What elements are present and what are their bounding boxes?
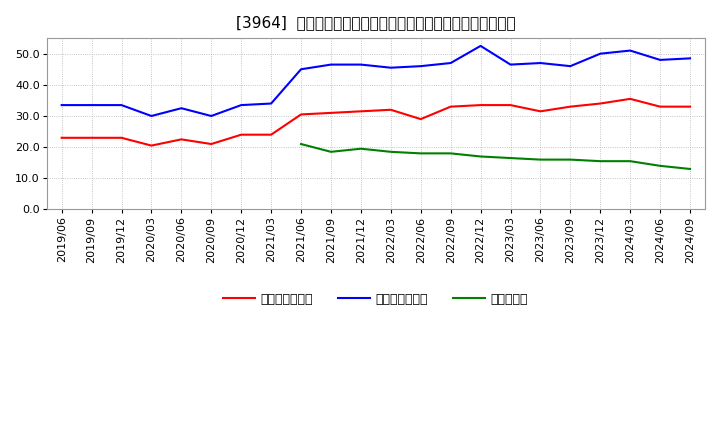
在庫回転率 [476, 154, 485, 159]
売上債権回転率 [356, 109, 365, 114]
売上債権回転率 [685, 104, 694, 109]
売上債権回転率 [446, 104, 455, 109]
買入債務回転率 [626, 48, 634, 53]
在庫回転率 [685, 166, 694, 172]
在庫回転率 [506, 155, 515, 161]
買入債務回転率 [58, 103, 66, 108]
売上債権回転率 [147, 143, 156, 148]
売上債権回転率 [416, 117, 425, 122]
売上債権回転率 [117, 135, 126, 140]
売上債権回転率 [656, 104, 665, 109]
Line: 売上債権回転率: 売上債権回転率 [62, 99, 690, 146]
売上債権回転率 [387, 107, 395, 112]
在庫回転率 [446, 151, 455, 156]
売上債権回転率 [476, 103, 485, 108]
在庫回転率 [327, 149, 336, 154]
買入債務回転率 [267, 101, 276, 106]
在庫回転率 [566, 157, 575, 162]
買入債務回転率 [117, 103, 126, 108]
Line: 買入債務回転率: 買入債務回転率 [62, 46, 690, 116]
買入債務回転率 [566, 63, 575, 69]
売上債権回転率 [207, 141, 215, 147]
Legend: 売上債権回転率, 買入債務回転率, 在庫回転率: 売上債権回転率, 買入債務回転率, 在庫回転率 [218, 288, 534, 311]
在庫回転率 [297, 141, 305, 147]
売上債権回転率 [566, 104, 575, 109]
売上債権回転率 [536, 109, 545, 114]
買入債務回転率 [327, 62, 336, 67]
買入債務回転率 [237, 103, 246, 108]
売上債権回転率 [58, 135, 66, 140]
買入債務回転率 [596, 51, 605, 56]
Title: [3964]  売上債権回転率、買入債務回転率、在庫回転率の推移: [3964] 売上債権回転率、買入債務回転率、在庫回転率の推移 [236, 15, 516, 30]
売上債権回転率 [87, 135, 96, 140]
在庫回転率 [626, 158, 634, 164]
買入債務回転率 [87, 103, 96, 108]
在庫回転率 [387, 149, 395, 154]
在庫回転率 [656, 163, 665, 169]
買入債務回転率 [416, 63, 425, 69]
在庫回転率 [536, 157, 545, 162]
買入債務回転率 [387, 65, 395, 70]
買入債務回転率 [685, 56, 694, 61]
売上債権回転率 [596, 101, 605, 106]
売上債権回転率 [177, 137, 186, 142]
買入債務回転率 [177, 106, 186, 111]
売上債権回転率 [626, 96, 634, 102]
売上債権回転率 [297, 112, 305, 117]
買入債務回転率 [356, 62, 365, 67]
Line: 在庫回転率: 在庫回転率 [301, 144, 690, 169]
買入債務回転率 [506, 62, 515, 67]
買入債務回転率 [297, 66, 305, 72]
売上債権回転率 [506, 103, 515, 108]
売上債権回転率 [237, 132, 246, 137]
在庫回転率 [596, 158, 605, 164]
買入債務回転率 [536, 60, 545, 66]
買入債務回転率 [656, 57, 665, 62]
買入債務回転率 [147, 114, 156, 119]
売上債権回転率 [327, 110, 336, 116]
買入債務回転率 [446, 60, 455, 66]
在庫回転率 [416, 151, 425, 156]
買入債務回転率 [476, 43, 485, 48]
売上債権回転率 [267, 132, 276, 137]
買入債務回転率 [207, 114, 215, 119]
在庫回転率 [356, 146, 365, 151]
